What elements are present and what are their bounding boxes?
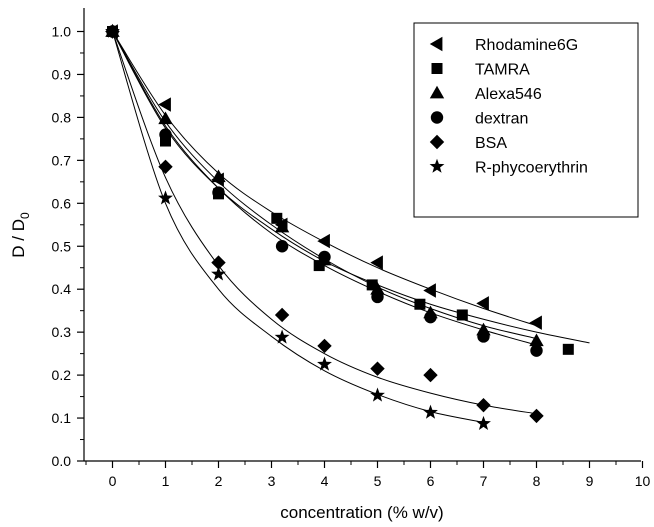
- x-tick-label: 1: [162, 473, 170, 489]
- x-tick-label: 6: [427, 473, 435, 489]
- x-tick-label: 7: [480, 473, 488, 489]
- x-tick-label: 5: [374, 473, 382, 489]
- legend-marker-tamra: [431, 63, 443, 74]
- y-tick-label: 0.2: [52, 367, 72, 383]
- data-point-bsa: [274, 307, 290, 323]
- y-tick-label: 0.9: [52, 66, 72, 82]
- data-point-bsa: [423, 367, 438, 383]
- legend-label-dextran: dextran: [475, 111, 528, 128]
- legend-marker-r-phycoerythrin: [429, 158, 445, 173]
- data-point-tamra: [366, 279, 378, 291]
- data-point-tamra: [313, 260, 325, 272]
- data-point-alexa546: [370, 282, 385, 295]
- legend-marker-alexa546: [429, 85, 445, 99]
- y-tick-label: 0.7: [52, 152, 72, 168]
- y-axis-label-group: D / D0: [9, 212, 32, 258]
- data-point-tamra: [456, 309, 468, 321]
- data-point-rhodamine6g: [423, 283, 436, 298]
- x-tick-label: 3: [268, 473, 276, 489]
- data-point-tamra: [160, 135, 171, 147]
- data-point-r-phycoerythrin: [211, 266, 226, 281]
- x-tick-label: 4: [321, 473, 329, 489]
- data-point-bsa: [211, 255, 226, 270]
- data-point-dextran: [212, 186, 225, 199]
- axis-ticks: 0 1 2 3 4 5 6 7 8 9 10 0.0 0.1 0.2 0.3 0.4 0.5 0.6 0.7 0.8 0…: [52, 24, 651, 490]
- legend-label-bsa: BSA: [475, 135, 507, 152]
- legend-label-r-phycoerythrin: R-phycoerythrin: [475, 160, 588, 177]
- data-point-rhodamine6g: [158, 97, 171, 112]
- svg-text:D / D0: D / D0: [9, 212, 32, 258]
- data-point-rhodamine6g: [317, 233, 330, 249]
- y-tick-label: 0.3: [52, 324, 72, 340]
- data-point-bsa: [317, 338, 332, 354]
- x-axis-label: concentration (% w/v): [280, 503, 443, 522]
- fit-curve-dextran: [112, 31, 537, 346]
- data-point-rhodamine6g: [476, 296, 489, 311]
- data-point-dextran: [159, 128, 172, 141]
- y-tick-label: 0.4: [52, 281, 72, 297]
- y-tick-label: 0.0: [52, 453, 72, 469]
- legend-marker-dextran: [430, 111, 444, 124]
- y-axis-label: D / D: [9, 219, 28, 258]
- data-point-bsa: [476, 397, 491, 413]
- data-point-dextran: [275, 240, 289, 253]
- fit-curve-tamra: [112, 31, 590, 344]
- legend-label-tamra: TAMRA: [475, 62, 530, 79]
- data-point-bsa: [529, 408, 544, 424]
- x-tick-label: 8: [533, 473, 541, 489]
- legend-label-alexa546: Alexa546: [475, 86, 542, 103]
- data-point-bsa: [158, 159, 173, 174]
- data-point-dextran: [318, 250, 331, 264]
- data-point-bsa: [370, 361, 385, 376]
- fit-curve-r-phycoerythrin: [112, 31, 484, 423]
- data-point-alexa546: [211, 169, 226, 183]
- data-point-tamra: [562, 343, 574, 355]
- data-point-r-phycoerythrin: [317, 356, 332, 371]
- data-point-r-phycoerythrin: [423, 404, 438, 419]
- fit-curve-bsa: [112, 31, 537, 415]
- data-point-rhodamine6g: [529, 315, 542, 330]
- data-point-r-phycoerythrin: [476, 415, 491, 430]
- y-tick-label: 0.5: [52, 238, 72, 254]
- data-point-alexa546: [158, 111, 173, 125]
- plot-area: 0 1 2 3 4 5 6 7 8 9 10 0.0 0.1 0.2 0.3 0.4 0.5 0.6 0.7 0.8 0…: [52, 8, 651, 490]
- data-point-alexa546: [529, 333, 544, 347]
- data-point-rhodamine6g: [370, 255, 383, 270]
- x-tick-label: 2: [215, 473, 223, 489]
- data-markers: [105, 23, 574, 430]
- data-point-r-phycoerythrin: [370, 387, 385, 402]
- data-point-tamra: [414, 298, 426, 310]
- data-point-r-phycoerythrin: [158, 190, 173, 205]
- y-axis-label-subscript: 0: [18, 212, 32, 219]
- y-tick-label: 0.8: [52, 109, 72, 125]
- data-point-dextran: [530, 344, 543, 357]
- legend-marker-rhodamine6g: [429, 36, 443, 52]
- legend-label-rhodamine6g: Rhodamine6G: [475, 37, 578, 54]
- x-tick-label: 9: [586, 473, 594, 489]
- data-point-dextran: [424, 310, 437, 324]
- legend-box: [413, 22, 639, 218]
- legend: Rhodamine6G TAMRA Alexa546 dextran BSA R-phyc…: [413, 22, 639, 218]
- x-tick-label: 10: [635, 473, 651, 489]
- data-point-tamra: [271, 212, 283, 224]
- y-tick-label: 0.6: [52, 195, 72, 211]
- legend-marker-bsa: [429, 134, 445, 150]
- data-point-dextran: [371, 290, 384, 304]
- x-tick-label: 0: [109, 473, 117, 489]
- data-point-r-phycoerythrin: [105, 23, 120, 38]
- data-point-dextran: [477, 330, 490, 343]
- data-point-alexa546: [274, 219, 290, 233]
- y-tick-label: 1.0: [52, 24, 72, 40]
- data-point-r-phycoerythrin: [274, 329, 290, 344]
- y-tick-label: 0.1: [52, 410, 72, 426]
